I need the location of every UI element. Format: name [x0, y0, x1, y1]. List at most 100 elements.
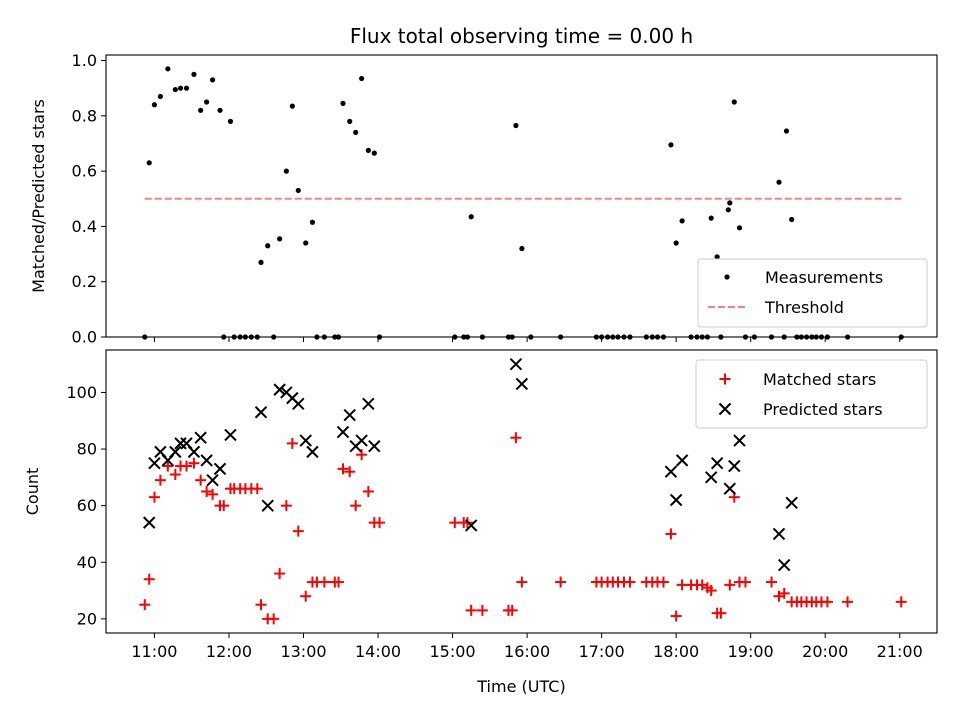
predicted-star-point — [213, 462, 227, 476]
matched-star-point — [292, 525, 304, 537]
measurement-point — [217, 107, 223, 113]
x-axis-label: Time (UTC) — [476, 677, 565, 696]
matched-star-point — [555, 576, 567, 588]
measurement-point — [204, 99, 210, 105]
matched-star-point — [773, 590, 785, 602]
predicted-star-point — [710, 456, 724, 470]
measurement-point — [289, 103, 295, 109]
matched-star-point — [476, 604, 488, 616]
predicted-star-point — [704, 471, 718, 484]
predicted-star-point — [343, 408, 356, 422]
matched-star-point — [670, 610, 682, 622]
measurement-point — [157, 93, 164, 100]
bottom-plot-area: 20 40 60 80 100 11:00 12:00 13:00 14:00 15:00 16:0… — [66, 349, 938, 661]
measurement-point — [191, 71, 197, 77]
predicted-star-point — [299, 434, 312, 447]
matched-star-point — [162, 460, 174, 472]
top-y-tick-label: 1.0 — [72, 51, 97, 70]
bottom-y-tick-label: 60 — [77, 496, 97, 515]
measurement-point — [468, 214, 474, 220]
matched-star-point — [465, 604, 477, 616]
matched-star-point — [739, 576, 751, 588]
top-y-tick-label: 0.8 — [72, 106, 97, 125]
matched-star-point — [510, 432, 522, 444]
legend-threshold-label: Threshold — [764, 298, 844, 317]
predicted-star-point — [355, 434, 368, 447]
bottom-x-tick-label: 21:00 — [877, 642, 923, 661]
predicted-star-point — [728, 459, 741, 473]
top-legend: Measurements Threshold — [697, 258, 928, 328]
measurement-point — [783, 128, 790, 134]
matched-star-point — [274, 568, 286, 580]
matched-star-point — [251, 483, 263, 495]
legend-matched-marker — [719, 373, 731, 385]
measurement-point — [258, 259, 264, 265]
bottom-x-tick-label: 13:00 — [280, 642, 326, 661]
bottom-x-tick-label: 18:00 — [653, 642, 699, 661]
matched-star-point — [195, 474, 207, 486]
predicted-star-point — [261, 499, 274, 512]
matched-star-point — [201, 486, 213, 497]
predicted-star-point — [664, 465, 678, 478]
matched-star-point — [705, 585, 717, 597]
matched-star-point — [724, 579, 736, 591]
measurement-point — [673, 240, 679, 246]
predicted-star-point — [273, 383, 286, 396]
top-y-axis-label: Matched/Predicted stars — [29, 99, 48, 293]
matched-star-point — [139, 599, 151, 611]
measurement-point — [725, 207, 731, 213]
matched-star-point — [374, 517, 386, 529]
bottom-legend: Matched stars Predicted stars — [695, 359, 928, 429]
matched-star-point — [895, 596, 907, 608]
matched-star-point — [842, 596, 854, 608]
measurement-point — [727, 200, 733, 206]
top-plot-area: 0.0 0.2 0.4 0.6 0.8 1.0 — [72, 51, 938, 347]
matched-star-point — [350, 500, 362, 512]
bottom-y-tick-label: 80 — [77, 440, 97, 459]
predicted-star-point — [723, 482, 737, 495]
measurement-point — [371, 150, 377, 156]
matched-star-point — [821, 596, 833, 608]
matched-star-point — [255, 599, 267, 611]
measurement-point — [714, 254, 720, 260]
measurement-point — [359, 75, 365, 82]
measurement-point — [340, 100, 346, 106]
matched-star-point — [286, 437, 298, 449]
measurement-point — [519, 245, 525, 252]
measurement-point — [177, 85, 184, 91]
matched-star-point — [318, 576, 330, 588]
matched-star-point — [169, 469, 181, 481]
top-plot-frame — [105, 54, 938, 338]
measurement-point — [789, 216, 795, 223]
predicted-star-point — [785, 496, 798, 510]
predicted-star-point — [515, 377, 529, 391]
predicted-star-point — [464, 519, 478, 532]
predicted-star-point — [733, 434, 746, 447]
matched-star-point — [148, 491, 160, 503]
matched-star-point — [333, 576, 345, 588]
measurement-point — [309, 219, 316, 225]
predicted-star-point — [148, 456, 161, 470]
measurement-point — [776, 179, 782, 185]
matched-star-point — [657, 576, 669, 588]
matched-star-point — [154, 474, 166, 486]
predicted-star-point — [143, 516, 156, 529]
measurement-point — [151, 102, 158, 108]
measurement-point — [165, 66, 171, 72]
bottom-x-tick-label: 12:00 — [206, 642, 252, 661]
measurement-point — [183, 85, 190, 91]
top-y-tick-label: 0.6 — [72, 162, 97, 181]
bottom-x-tick-label: 16:00 — [504, 642, 550, 661]
legend-measurements-label: Measurements — [765, 268, 883, 287]
measurement-point — [736, 225, 743, 231]
matched-star-point — [280, 500, 292, 512]
measurement-point — [365, 147, 371, 153]
predicted-star-point — [368, 440, 381, 453]
measurement-point — [265, 243, 271, 249]
matched-star-point — [778, 587, 790, 599]
matched-star-point — [188, 457, 200, 469]
legend-predicted-label: Predicted stars — [763, 400, 883, 419]
measurement-point — [731, 99, 737, 105]
measurement-point — [513, 122, 519, 129]
